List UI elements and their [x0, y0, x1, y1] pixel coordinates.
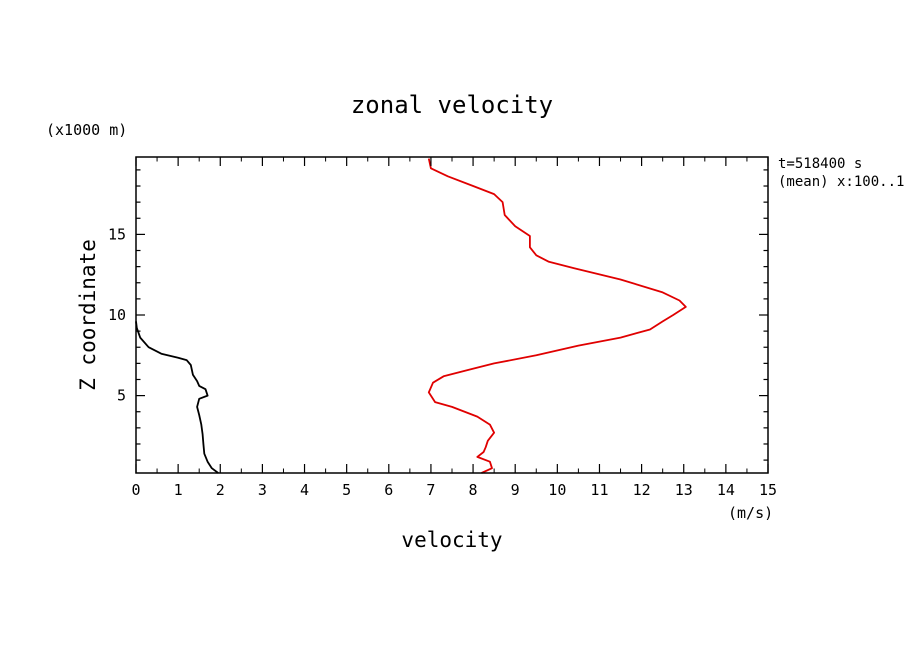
x-tick-label: 14 [717, 481, 735, 499]
y-tick-label: 10 [108, 306, 126, 324]
x-tick-label: 2 [216, 481, 225, 499]
x-tick-label: 1 [174, 481, 183, 499]
x-tick-label: 11 [590, 481, 608, 499]
x-tick-label: 9 [511, 481, 520, 499]
chart-title: zonal velocity [351, 91, 553, 119]
annotation-time: t=518400 s [778, 156, 862, 172]
x-tick-label: 3 [258, 481, 267, 499]
x-tick-label: 12 [633, 481, 651, 499]
series-line-black [135, 321, 219, 474]
annotation-mean: (mean) x:100..1 [778, 174, 904, 190]
x-tick-label: 7 [426, 481, 435, 499]
y-axis-unit: (x1000 m) [46, 121, 127, 139]
x-tick-label: 13 [675, 481, 693, 499]
x-tick-label: 0 [131, 481, 140, 499]
x-axis-unit: (m/s) [728, 504, 773, 522]
series-line-red [427, 158, 687, 474]
series-layer [135, 158, 687, 474]
y-tick-label: 15 [108, 225, 126, 243]
x-axis-label: velocity [401, 528, 502, 552]
x-tick-label: 15 [759, 481, 777, 499]
x-tick-label: 8 [469, 481, 478, 499]
plot-frame [135, 156, 769, 474]
x-tick-label: 6 [384, 481, 393, 499]
x-tick-label: 5 [342, 481, 351, 499]
y-tick-label: 5 [117, 387, 126, 405]
x-tick-label: 10 [548, 481, 566, 499]
x-tick-label: 4 [300, 481, 309, 499]
y-axis-label: Z coordinate [76, 239, 100, 391]
